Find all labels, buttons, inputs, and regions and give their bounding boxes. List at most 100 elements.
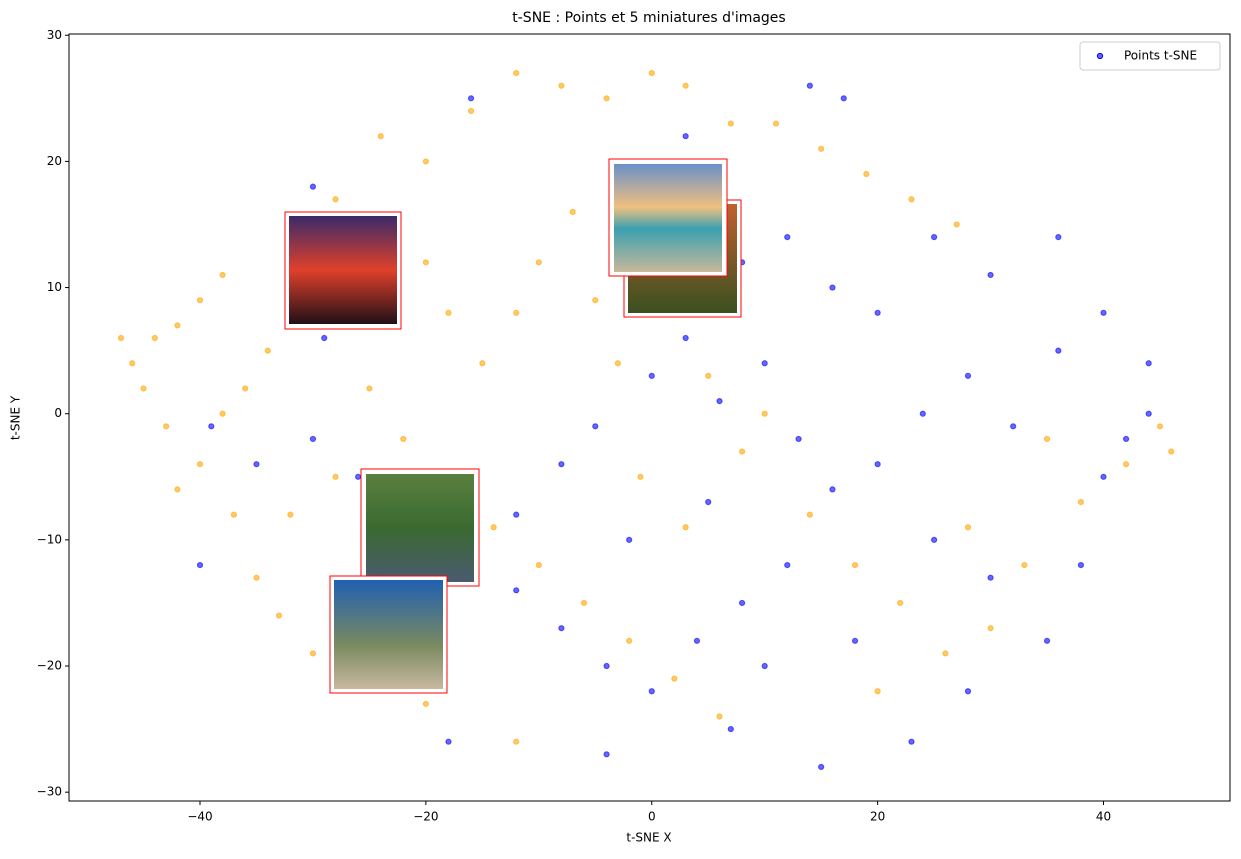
point bbox=[535, 561, 542, 569]
y-tick-label: 20 bbox=[47, 154, 62, 168]
thumbnail bbox=[366, 474, 474, 582]
point bbox=[140, 385, 147, 392]
point bbox=[1145, 360, 1152, 367]
point bbox=[851, 637, 859, 644]
point bbox=[614, 360, 621, 367]
point bbox=[479, 360, 486, 367]
point bbox=[1010, 423, 1017, 430]
point bbox=[964, 372, 972, 379]
point bbox=[490, 524, 497, 531]
point bbox=[648, 70, 655, 77]
point bbox=[332, 196, 339, 203]
point bbox=[1043, 435, 1051, 443]
point bbox=[727, 120, 734, 127]
point bbox=[309, 435, 317, 443]
point bbox=[445, 309, 452, 316]
thumbnails bbox=[284, 158, 742, 694]
point bbox=[1055, 234, 1062, 241]
point bbox=[806, 511, 813, 518]
point bbox=[219, 410, 226, 417]
y-tick-label: 10 bbox=[47, 280, 62, 294]
point bbox=[196, 461, 204, 468]
point bbox=[829, 486, 836, 493]
point bbox=[1055, 347, 1062, 354]
x-tick-label: 0 bbox=[648, 810, 656, 824]
point bbox=[117, 334, 125, 342]
point bbox=[818, 763, 825, 771]
legend-box bbox=[1079, 41, 1221, 71]
legend-label: Points t-SNE bbox=[1124, 49, 1197, 63]
point bbox=[953, 221, 960, 228]
point bbox=[671, 675, 678, 682]
point bbox=[682, 524, 689, 531]
point bbox=[1100, 473, 1107, 480]
point bbox=[513, 70, 520, 77]
points bbox=[117, 70, 1175, 771]
point bbox=[840, 95, 847, 102]
point bbox=[682, 133, 689, 140]
point bbox=[874, 461, 881, 468]
point bbox=[230, 511, 237, 518]
point bbox=[513, 738, 520, 745]
y-tick-label: 30 bbox=[47, 28, 62, 42]
point bbox=[648, 688, 655, 695]
point bbox=[355, 473, 362, 480]
point bbox=[716, 713, 723, 720]
point bbox=[897, 599, 904, 607]
point bbox=[908, 196, 915, 203]
point bbox=[309, 183, 317, 190]
point bbox=[275, 612, 283, 619]
point bbox=[535, 259, 542, 266]
point bbox=[626, 536, 633, 543]
point bbox=[987, 574, 994, 581]
point bbox=[1122, 435, 1130, 443]
point bbox=[1145, 410, 1152, 417]
point bbox=[727, 725, 734, 733]
legend-marker bbox=[1096, 52, 1104, 60]
point bbox=[129, 360, 136, 367]
point bbox=[513, 309, 520, 316]
point bbox=[174, 322, 181, 329]
point bbox=[806, 82, 813, 89]
point bbox=[784, 234, 791, 241]
point bbox=[253, 461, 260, 468]
point bbox=[919, 410, 926, 417]
point bbox=[196, 297, 204, 304]
point bbox=[603, 662, 610, 670]
point bbox=[558, 82, 565, 89]
point bbox=[772, 120, 780, 127]
point bbox=[208, 423, 215, 430]
point bbox=[705, 372, 712, 379]
point bbox=[309, 650, 317, 657]
point bbox=[863, 170, 870, 178]
x-tick-label: 40 bbox=[1096, 810, 1111, 824]
point bbox=[377, 133, 384, 140]
point bbox=[931, 234, 938, 241]
thumbnail bbox=[289, 216, 397, 324]
point bbox=[558, 461, 565, 468]
chart-title: t-SNE : Points et 5 miniatures d'images bbox=[512, 10, 785, 26]
point bbox=[987, 625, 994, 632]
point bbox=[637, 473, 644, 480]
point bbox=[603, 751, 610, 758]
point bbox=[987, 271, 994, 279]
point bbox=[761, 410, 768, 417]
point bbox=[264, 347, 271, 354]
point bbox=[242, 385, 249, 392]
x-axis-label: t-SNE X bbox=[626, 831, 671, 845]
point bbox=[761, 360, 768, 367]
point bbox=[366, 385, 373, 392]
point bbox=[716, 398, 723, 405]
point bbox=[580, 599, 588, 607]
point bbox=[693, 637, 701, 644]
point bbox=[1168, 448, 1175, 455]
point bbox=[592, 423, 599, 430]
point bbox=[513, 511, 520, 518]
point bbox=[1077, 498, 1085, 506]
point bbox=[964, 524, 972, 531]
point bbox=[174, 486, 181, 493]
point bbox=[332, 473, 339, 480]
point bbox=[603, 95, 610, 102]
point bbox=[931, 536, 938, 543]
